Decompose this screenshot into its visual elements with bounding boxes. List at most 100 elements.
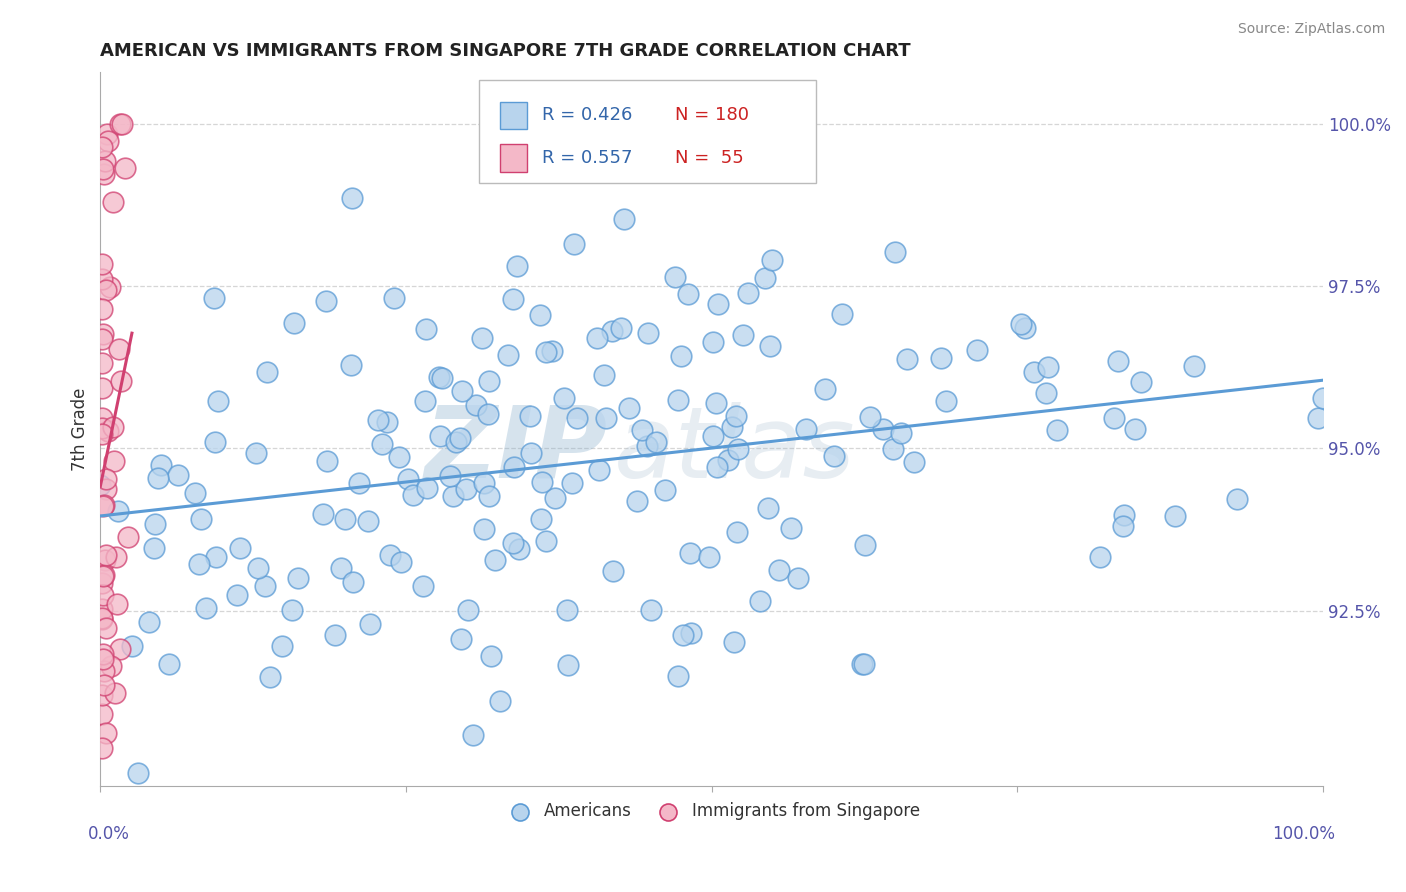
Point bbox=[823, 450, 845, 464]
Point bbox=[96, 128, 118, 142]
Point bbox=[97, 424, 120, 438]
Point bbox=[91, 161, 114, 176]
Point bbox=[758, 501, 780, 516]
Point bbox=[143, 517, 166, 532]
Point bbox=[779, 521, 801, 535]
Point bbox=[472, 475, 495, 490]
Point bbox=[966, 343, 988, 357]
Point bbox=[508, 541, 530, 556]
Point bbox=[202, 291, 225, 305]
Point bbox=[91, 588, 114, 602]
Point bbox=[582, 117, 605, 131]
Point bbox=[1130, 375, 1153, 389]
Point bbox=[90, 257, 112, 271]
Legend: Americans, Immigrants from Singapore: Americans, Immigrants from Singapore bbox=[498, 796, 927, 827]
Point bbox=[723, 635, 745, 649]
Point bbox=[427, 370, 450, 384]
Point bbox=[90, 612, 112, 626]
Point bbox=[391, 555, 413, 569]
Point bbox=[205, 549, 228, 564]
Point bbox=[432, 371, 454, 385]
Point bbox=[654, 483, 676, 497]
Point bbox=[245, 446, 267, 460]
Point bbox=[90, 272, 112, 286]
Point bbox=[761, 252, 783, 267]
Point bbox=[402, 488, 425, 502]
Point bbox=[586, 331, 609, 345]
Point bbox=[94, 621, 117, 635]
Text: AMERICAN VS IMMIGRANTS FROM SINGAPORE 7TH GRADE CORRELATION CHART: AMERICAN VS IMMIGRANTS FROM SINGAPORE 7T… bbox=[100, 42, 911, 60]
Point bbox=[90, 332, 112, 346]
Point bbox=[666, 669, 689, 683]
Point bbox=[1123, 422, 1146, 436]
Point bbox=[146, 471, 169, 485]
Point bbox=[903, 455, 925, 469]
Point bbox=[679, 626, 702, 640]
Point bbox=[502, 459, 524, 474]
Point bbox=[97, 134, 120, 148]
Point bbox=[725, 525, 748, 540]
Point bbox=[101, 194, 124, 209]
Point bbox=[100, 659, 122, 673]
Bar bbox=[501, 102, 527, 128]
Point bbox=[90, 602, 112, 616]
Point bbox=[444, 434, 467, 449]
Point bbox=[699, 549, 721, 564]
Point bbox=[94, 725, 117, 739]
Point bbox=[461, 728, 484, 742]
Point bbox=[502, 292, 524, 306]
Point bbox=[557, 658, 579, 673]
Point bbox=[316, 454, 339, 468]
Point bbox=[540, 343, 562, 358]
Point bbox=[451, 384, 474, 399]
Point bbox=[602, 564, 624, 578]
Point bbox=[794, 422, 817, 436]
Point bbox=[370, 437, 392, 451]
Point bbox=[375, 415, 398, 429]
Point bbox=[121, 639, 143, 653]
Point bbox=[342, 574, 364, 589]
Point bbox=[644, 434, 666, 449]
Point bbox=[93, 664, 115, 678]
Point bbox=[93, 498, 115, 512]
Point bbox=[672, 627, 695, 641]
Point bbox=[481, 648, 503, 663]
Point bbox=[721, 419, 744, 434]
Point bbox=[557, 603, 579, 617]
Bar bbox=[501, 145, 527, 171]
Point bbox=[553, 391, 575, 405]
Point bbox=[851, 657, 873, 671]
Point bbox=[1014, 320, 1036, 334]
Point bbox=[530, 475, 553, 490]
Point bbox=[1308, 411, 1330, 425]
Point bbox=[544, 491, 567, 505]
Point bbox=[108, 641, 131, 656]
Point bbox=[90, 381, 112, 395]
Point bbox=[190, 512, 212, 526]
Point bbox=[731, 328, 754, 343]
Point bbox=[150, 458, 173, 473]
Point bbox=[108, 117, 131, 131]
Point bbox=[91, 576, 114, 591]
Point bbox=[107, 504, 129, 518]
Point bbox=[1011, 318, 1033, 332]
Point bbox=[502, 536, 524, 550]
Text: atlas: atlas bbox=[614, 402, 855, 499]
Point bbox=[562, 237, 585, 252]
Point bbox=[853, 538, 876, 552]
Point bbox=[90, 427, 112, 442]
Point bbox=[90, 688, 112, 702]
Text: N = 180: N = 180 bbox=[675, 106, 749, 124]
Point bbox=[195, 601, 218, 615]
Point bbox=[669, 349, 692, 363]
Point bbox=[534, 345, 557, 359]
Point bbox=[814, 382, 837, 396]
Point bbox=[449, 431, 471, 445]
Point bbox=[104, 686, 127, 700]
Point bbox=[90, 740, 112, 755]
Point bbox=[335, 512, 357, 526]
Point bbox=[457, 603, 479, 617]
Point bbox=[91, 356, 114, 370]
Point bbox=[706, 460, 728, 475]
Point bbox=[96, 482, 118, 496]
